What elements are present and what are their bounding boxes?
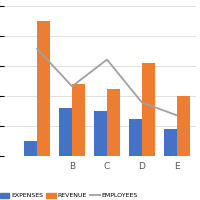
Bar	[72, 84, 85, 156]
Bar	[24, 141, 37, 156]
Legend: EXPENSES, REVENUE, EMPLOYEES: EXPENSES, REVENUE, EMPLOYEES	[0, 190, 140, 200]
Bar	[107, 88, 120, 156]
Bar	[164, 129, 177, 156]
Bar	[142, 63, 155, 156]
Bar	[59, 108, 72, 156]
Bar	[177, 96, 190, 156]
Bar	[129, 118, 142, 156]
Bar	[37, 21, 50, 156]
Bar	[94, 111, 107, 156]
